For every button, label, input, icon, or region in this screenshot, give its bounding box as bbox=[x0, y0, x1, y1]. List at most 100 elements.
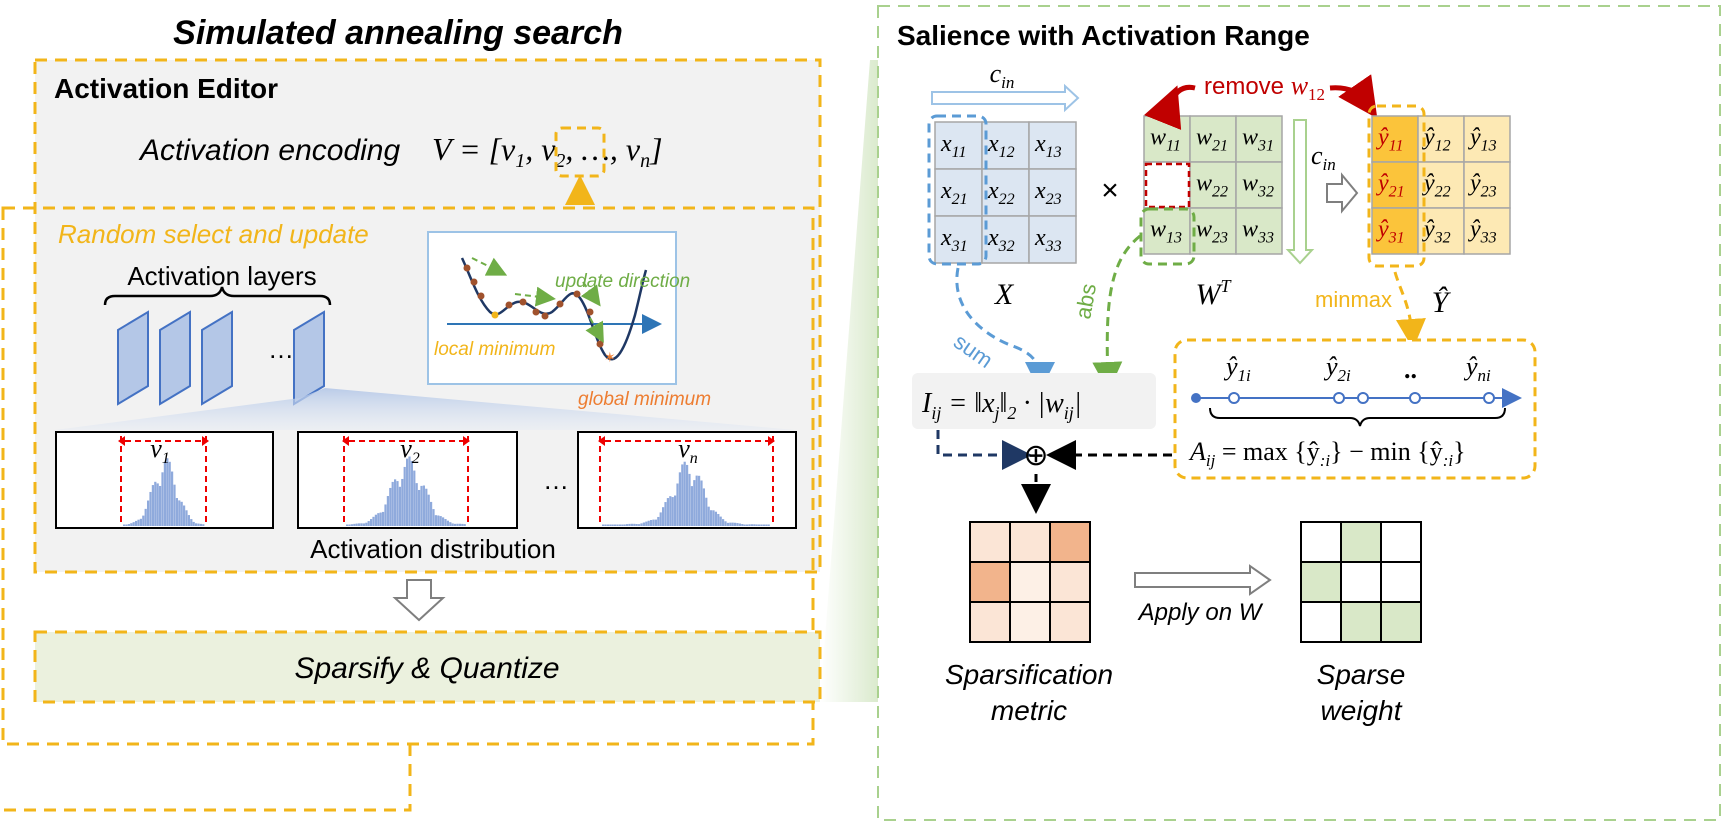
x-matrix: x11 x12 x13 x21 x22 x23 x31 x32 x33 bbox=[934, 121, 1077, 264]
times-sign: × bbox=[1101, 174, 1119, 207]
update-arrows bbox=[471, 257, 604, 343]
histogram-bar bbox=[432, 509, 435, 526]
histogram-bar bbox=[372, 516, 375, 526]
histogram-bar bbox=[374, 514, 377, 526]
histogram-bar bbox=[444, 518, 447, 526]
down-hollow-arrow bbox=[392, 579, 446, 622]
histogram-bar bbox=[626, 524, 629, 526]
histogram-bar bbox=[382, 511, 385, 526]
histogram-bar bbox=[151, 485, 154, 526]
minmax-label: minmax bbox=[1315, 287, 1392, 312]
histograms-ellipsis: … bbox=[543, 465, 569, 495]
range-point-ellipsis: .. bbox=[1404, 355, 1417, 384]
y-matrix-cell bbox=[1463, 207, 1511, 255]
histogram-bar bbox=[408, 456, 411, 526]
histogram-bar bbox=[377, 513, 380, 526]
remove-arrow-right bbox=[1329, 74, 1378, 119]
histogram-bar bbox=[717, 513, 720, 526]
histogram-bar bbox=[734, 522, 737, 526]
histogram-bar bbox=[678, 472, 681, 526]
histogram-bar bbox=[666, 498, 669, 526]
histogram-n: vn bbox=[577, 431, 797, 529]
feedback-arrow bbox=[3, 744, 412, 812]
right-panel-gradient bbox=[820, 60, 878, 702]
local-minimum-label: local minimum bbox=[434, 339, 555, 360]
histogram-bar bbox=[161, 472, 164, 526]
histogram-bar bbox=[406, 458, 409, 526]
histogram-bar bbox=[628, 523, 631, 526]
histogram-bar bbox=[396, 481, 399, 526]
sparse-weight-grid bbox=[1300, 521, 1422, 643]
x-matrix-cell bbox=[981, 121, 1030, 170]
histogram-bar bbox=[700, 480, 703, 526]
range-point-1: ŷ1i bbox=[1223, 352, 1251, 385]
histogram-bar bbox=[139, 518, 142, 526]
w-matrix-entry: w11 bbox=[1150, 125, 1181, 155]
w-matrix-entry: w23 bbox=[1196, 217, 1228, 247]
histogram-bar bbox=[350, 524, 353, 526]
svg-text:v1: v1 bbox=[150, 434, 170, 467]
activation-editor-title: Activation Editor bbox=[54, 73, 278, 104]
sparse-weight-label-2: weight bbox=[1321, 695, 1403, 726]
histogram-bar bbox=[422, 485, 425, 526]
histogram-bar bbox=[693, 480, 696, 526]
histogram-bar bbox=[348, 524, 351, 526]
remove-arrow-left bbox=[1143, 84, 1196, 131]
importance-formula: Iij = ‖xj‖2 · |wij| bbox=[921, 388, 1082, 423]
histogram-bar bbox=[604, 524, 607, 526]
x-matrix-entry: x11 bbox=[940, 131, 966, 161]
histogram-bar bbox=[654, 519, 657, 526]
histogram-bar bbox=[463, 524, 466, 526]
histogram-bar bbox=[710, 510, 713, 526]
wt-label: WT bbox=[1195, 276, 1232, 311]
histogram-bar bbox=[163, 461, 166, 526]
histogram-bar bbox=[640, 523, 643, 526]
histogram-bar bbox=[719, 516, 722, 526]
sparse-cell bbox=[1380, 601, 1422, 643]
y-hat-label: Ŷ bbox=[1432, 286, 1452, 319]
histogram-bar bbox=[379, 512, 382, 526]
right-title: Salience with Activation Range bbox=[897, 20, 1310, 51]
w-matrix-entry: w21 bbox=[1196, 125, 1228, 155]
histogram-bar bbox=[736, 523, 739, 526]
sparsification-label-1: Sparsification bbox=[945, 659, 1113, 690]
histogram-bar bbox=[647, 520, 650, 526]
metric-cell bbox=[1049, 601, 1091, 643]
w-matrix-entry: w32 bbox=[1242, 171, 1274, 201]
metric-cell bbox=[969, 561, 1011, 603]
w-matrix-cell bbox=[1189, 161, 1237, 209]
x-matrix-entry: x32 bbox=[987, 225, 1015, 255]
y-matrix-entry: ŷ31 bbox=[1376, 217, 1405, 247]
x-column-highlight bbox=[927, 114, 988, 266]
sparse-cell bbox=[1380, 521, 1422, 563]
histogram-bar bbox=[190, 519, 193, 526]
histogram-bar bbox=[360, 523, 363, 526]
metric-cell bbox=[969, 601, 1011, 643]
sparse-cell bbox=[1300, 601, 1342, 643]
histogram-bar bbox=[669, 496, 672, 526]
histogram-bar bbox=[606, 524, 609, 526]
histogram-bar bbox=[430, 501, 433, 526]
x-matrix-entry: x21 bbox=[940, 178, 968, 208]
encoding-formula: V = [v1, v2, …, vn] bbox=[432, 131, 663, 172]
histogram-bar bbox=[758, 524, 761, 526]
histogram-bar bbox=[197, 523, 200, 526]
w-matrix-cell bbox=[1235, 115, 1283, 163]
x-matrix-cell bbox=[934, 121, 983, 170]
histogram-bar bbox=[147, 500, 150, 526]
range-brace bbox=[1209, 407, 1506, 427]
histogram-bar bbox=[384, 504, 387, 526]
histogram-bar bbox=[767, 524, 770, 526]
histogram-bar bbox=[446, 520, 449, 526]
histogram-bar bbox=[746, 524, 749, 526]
histogram-bar bbox=[633, 523, 636, 526]
w-matrix-cell bbox=[1143, 207, 1191, 255]
x-matrix-entry: x33 bbox=[1034, 225, 1062, 255]
w-matrix-cell bbox=[1235, 207, 1283, 255]
histogram-bar bbox=[130, 523, 133, 526]
y-matrix-entry: ŷ13 bbox=[1468, 125, 1497, 155]
y-matrix-entry: ŷ23 bbox=[1468, 171, 1497, 201]
importance-formula-box bbox=[912, 373, 1156, 429]
histogram-bar bbox=[180, 501, 183, 526]
histogram-bar bbox=[135, 520, 138, 526]
